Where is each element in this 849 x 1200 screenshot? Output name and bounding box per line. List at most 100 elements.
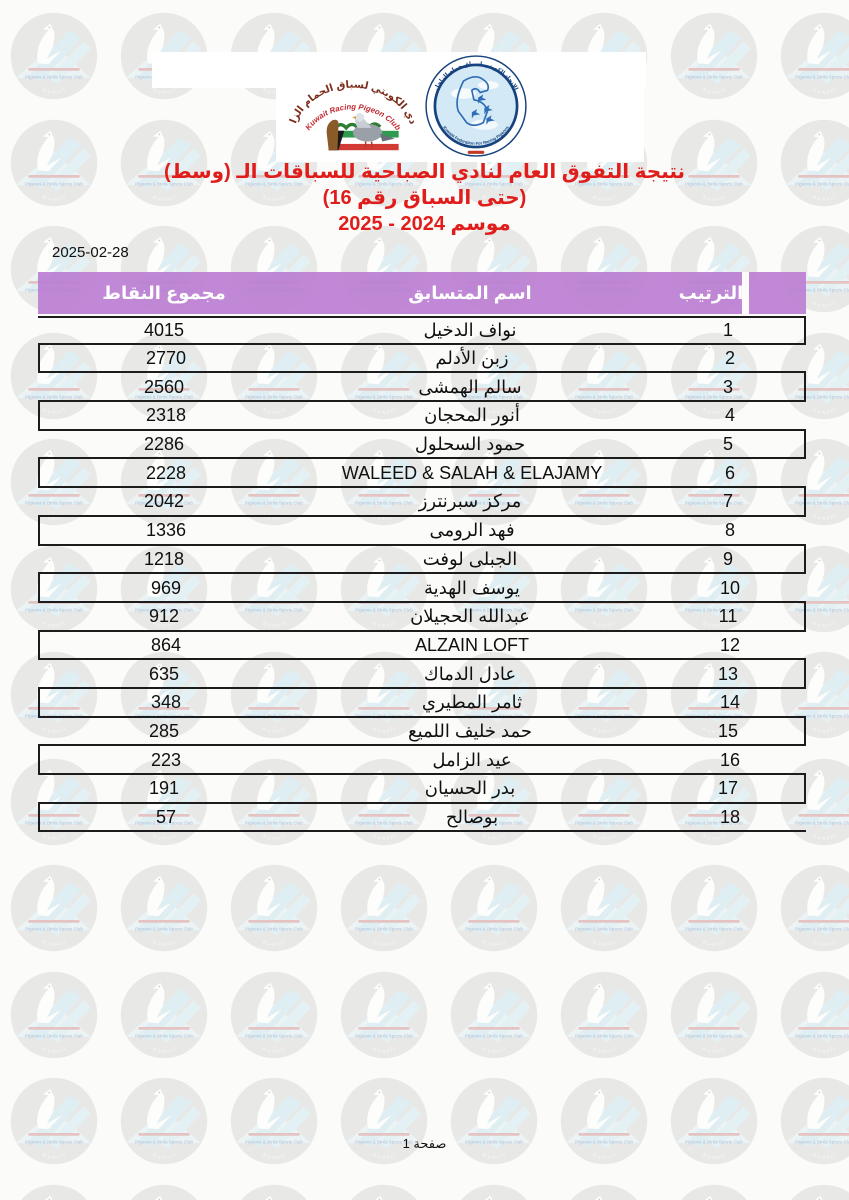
table-row: 348 ثامر المطيري 14 bbox=[38, 688, 806, 718]
cell-rank: 6 bbox=[724, 462, 735, 483]
cell-rank: 12 bbox=[719, 634, 741, 655]
watermark-logo-icon bbox=[228, 1075, 320, 1167]
watermark-logo-icon bbox=[448, 1075, 540, 1167]
table-row: 57 بوصالح 18 bbox=[38, 803, 806, 833]
cell-points: 969 bbox=[150, 577, 182, 598]
federation-red-mark bbox=[467, 150, 485, 154]
watermark-logo-icon bbox=[8, 862, 100, 954]
cell-name: الجبلى لوفت bbox=[422, 548, 518, 569]
cell-name: سالم الهمشى bbox=[418, 376, 522, 397]
cell-points: 2770 bbox=[145, 348, 187, 369]
header-rank: الترتيب bbox=[678, 282, 744, 303]
watermark-logo-icon bbox=[118, 969, 210, 1061]
cell-points: 191 bbox=[148, 778, 180, 799]
watermark-logo-icon bbox=[668, 862, 760, 954]
results-table: مجموع النقاط اسم المتسابق الترتيب 4015 نو… bbox=[38, 272, 806, 833]
header-points: مجموع النقاط bbox=[102, 282, 226, 303]
table-row: 2560 سالم الهمشى 3 bbox=[38, 373, 806, 403]
cell-name: حمد خليف اللميع bbox=[408, 720, 532, 741]
watermark-logo-icon bbox=[448, 1182, 540, 1200]
cell-name: عبدالله الحجيلان bbox=[410, 606, 530, 627]
watermark-logo-icon bbox=[558, 969, 650, 1061]
table-row: 2228 WALEED & SALAH & ELAJAMY 6 bbox=[38, 459, 806, 489]
cell-rank: 13 bbox=[717, 663, 739, 684]
cell-rank: 11 bbox=[718, 606, 738, 627]
club-logo: النادي الكويتي لسباق الحمام الزاجل Kuwai… bbox=[280, 56, 418, 151]
cell-rank: 5 bbox=[722, 434, 733, 455]
table-row: 223 عيد الزامل 16 bbox=[38, 746, 806, 775]
results-table-body: 4015 نواف الدخيل 1 2770 زبن الأدلم 2 2560 سالم … bbox=[38, 316, 806, 833]
watermark-logo-icon bbox=[118, 862, 210, 954]
table-row: 2042 مركز سبرنترز 7 bbox=[38, 488, 806, 517]
cell-name: نواف الدخيل bbox=[423, 320, 517, 341]
watermark-logo-icon bbox=[668, 969, 760, 1061]
cell-points: 4015 bbox=[143, 320, 185, 341]
table-row: 285 حمد خليف اللميع 15 bbox=[38, 717, 806, 747]
cell-points: 2318 bbox=[145, 405, 187, 426]
club-logo-arabic-text: النادي الكويتي لسباق الحمام الزاجل bbox=[280, 56, 418, 126]
watermark-logo-icon bbox=[668, 1182, 760, 1200]
watermark-logo-icon bbox=[778, 1182, 849, 1200]
report-title: نتيجة التفوق العام لنادي الصباحية للسباق… bbox=[0, 159, 849, 237]
watermark-logo-icon bbox=[118, 1182, 210, 1200]
watermark-logo-icon bbox=[778, 862, 849, 954]
cell-points: 2286 bbox=[143, 434, 185, 455]
map-pigeons-icons bbox=[471, 94, 495, 125]
header-name: اسم المتسابق bbox=[408, 282, 532, 303]
logo-falconer bbox=[326, 119, 339, 151]
cell-name: يوسف الهدية bbox=[424, 577, 520, 598]
cell-rank: 4 bbox=[724, 405, 735, 426]
watermark-logo-icon bbox=[778, 10, 849, 102]
report-title-line3: موسم 2024 - 2025 bbox=[338, 213, 511, 235]
kuwait-map-outline bbox=[456, 75, 490, 127]
cell-rank: 15 bbox=[717, 720, 739, 741]
table-row: 191 بدر الحسيان 17 bbox=[38, 775, 806, 804]
table-row: 2286 حمود السحلول 5 bbox=[38, 430, 806, 460]
cell-points: 635 bbox=[148, 663, 180, 684]
cell-name: WALEED & SALAH & ELAJAMY bbox=[341, 462, 603, 483]
cell-points: 348 bbox=[150, 692, 182, 713]
cell-name: فهد الرومى bbox=[429, 520, 515, 541]
cell-rank: 17 bbox=[717, 778, 739, 799]
watermark-logo-icon bbox=[448, 862, 540, 954]
cell-rank: 2 bbox=[724, 348, 735, 369]
watermark-logo-icon bbox=[448, 969, 540, 1061]
watermark-logo-icon bbox=[778, 969, 849, 1061]
watermark-logo-icon bbox=[8, 969, 100, 1061]
cell-points: 2560 bbox=[143, 376, 185, 397]
cell-name: عيد الزامل bbox=[432, 749, 512, 770]
cell-name: أنور المحجان bbox=[424, 405, 520, 426]
table-row: 2318 أنور المحجان 4 bbox=[38, 402, 806, 431]
cell-name: بدر الحسيان bbox=[424, 778, 516, 799]
cell-name: حمود السحلول bbox=[414, 434, 526, 455]
cell-points: 285 bbox=[148, 720, 180, 741]
watermark-logo-icon bbox=[8, 1182, 100, 1200]
cell-name: ثامر المطيري bbox=[421, 692, 523, 713]
cell-rank: 1 bbox=[722, 320, 733, 341]
header-gap bbox=[742, 272, 749, 314]
watermark-logo-icon bbox=[558, 1075, 650, 1167]
cell-rank: 9 bbox=[722, 548, 733, 569]
cell-points: 912 bbox=[148, 606, 180, 627]
watermark-logo-icon bbox=[338, 862, 430, 954]
cell-rank: 3 bbox=[722, 376, 733, 397]
table-row: 864 ALZAIN LOFT 12 bbox=[38, 631, 806, 661]
watermark-logo-icon bbox=[338, 1075, 430, 1167]
table-row: 969 يوسف الهدية 10 bbox=[38, 574, 806, 603]
watermark-logo-icon bbox=[668, 10, 760, 102]
table-row: 1336 فهد الرومى 8 bbox=[38, 516, 806, 546]
table-row: 912 عبدالله الحجيلان 11 bbox=[38, 602, 806, 632]
table-row: 1218 الجبلى لوفت 9 bbox=[38, 545, 806, 575]
watermark-logo-icon bbox=[558, 862, 650, 954]
cell-rank: 16 bbox=[719, 749, 741, 770]
watermark-logo-icon bbox=[558, 1182, 650, 1200]
watermark-logo-icon bbox=[8, 10, 100, 102]
cell-points: 2228 bbox=[145, 462, 187, 483]
watermark-logo-icon bbox=[8, 1075, 100, 1167]
watermark-logo-icon bbox=[228, 969, 320, 1061]
cell-rank: 10 bbox=[719, 577, 741, 598]
table-row: 2770 زبن الأدلم 2 bbox=[38, 344, 806, 374]
results-table-header: مجموع النقاط اسم المتسابق الترتيب bbox=[38, 272, 806, 314]
cell-name: عادل الدماك bbox=[423, 663, 517, 684]
